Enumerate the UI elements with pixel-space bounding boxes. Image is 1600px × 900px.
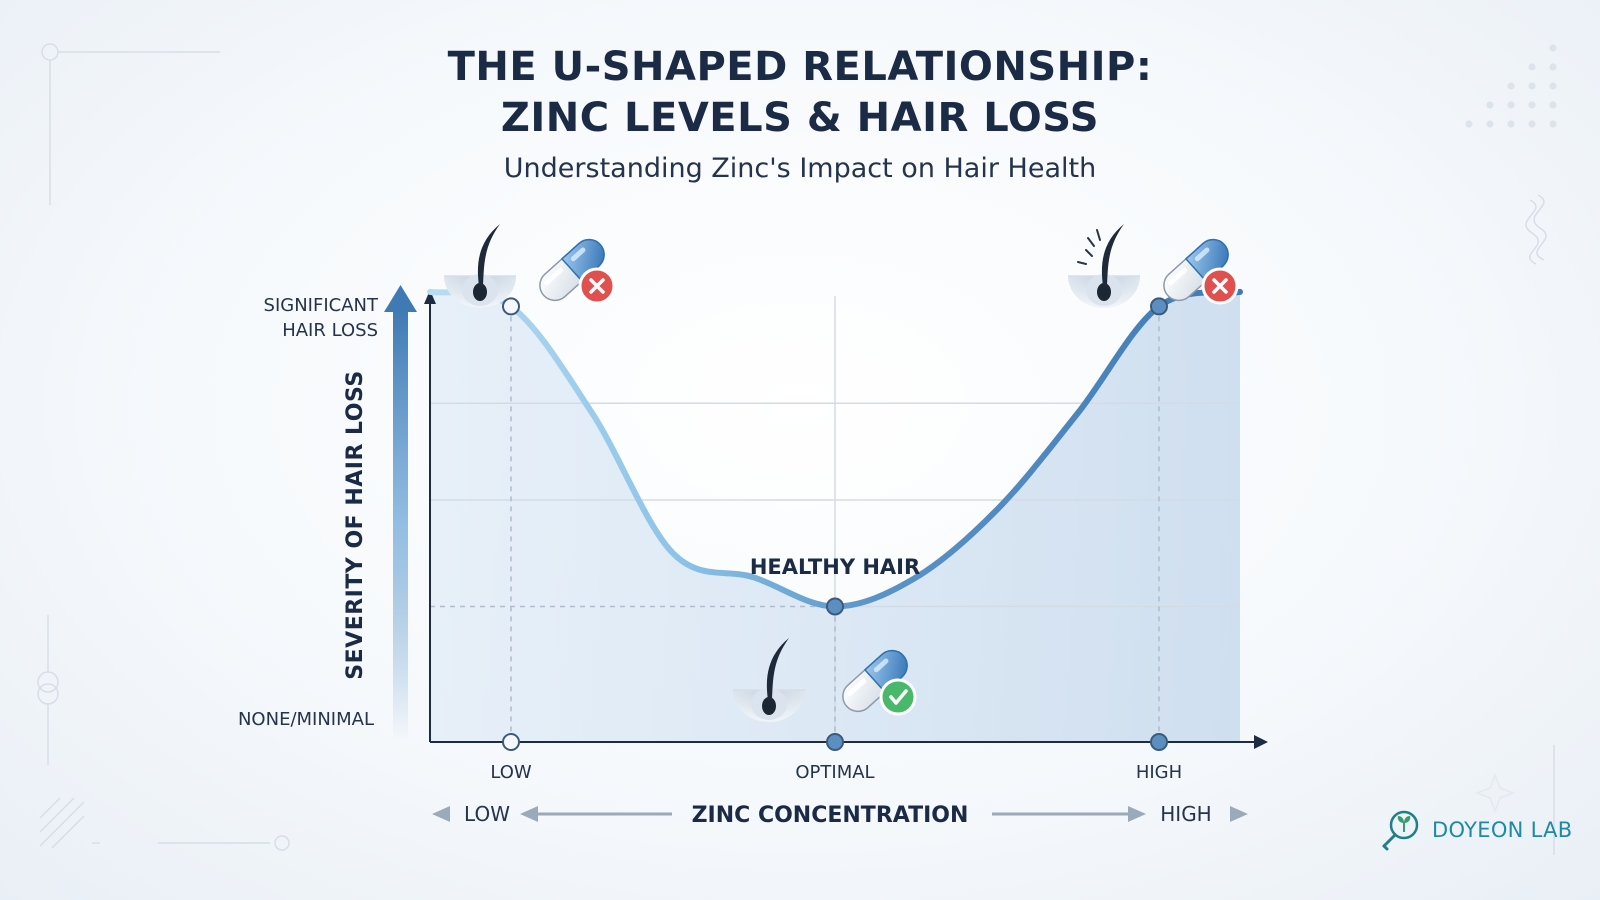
x-tick-label-high: HIGH xyxy=(1136,762,1182,783)
y-tick-label-top-line1: SIGNIFICANT HAIR LOSS xyxy=(264,295,379,341)
brand-logo: DOYEON LAB xyxy=(1378,808,1573,852)
x-direction-high: HIGH xyxy=(1160,802,1211,826)
curve-marker-excess xyxy=(1150,297,1168,316)
low-zinc-icons xyxy=(443,223,616,309)
error-x-icon xyxy=(578,267,616,305)
leaf-magnifier-icon xyxy=(1382,810,1419,851)
severity-arrow xyxy=(384,285,417,740)
page-subtitle: Understanding Zinc's Impact on Hair Heal… xyxy=(503,153,1097,184)
y-tick-label-bottom: NONE/MINIMAL xyxy=(238,709,374,730)
curve-marker-optimal xyxy=(826,597,844,616)
x-tick-markers xyxy=(502,733,1168,751)
right-arrow-icon xyxy=(1128,806,1146,822)
decor-left-frame xyxy=(37,43,290,851)
page-title-line1: THE U-SHAPED RELATIONSHIP: xyxy=(447,44,1153,90)
curve-area-fill xyxy=(430,291,1240,742)
x-direction-low: LOW xyxy=(464,802,510,826)
page-title-line2: ZINC LEVELS & HAIR LOSS xyxy=(500,95,1100,141)
success-check-icon xyxy=(879,678,917,716)
y-axis-arrowhead xyxy=(424,290,436,304)
x-direction-row: LOW ZINC CONCENTRATION HIGH xyxy=(432,802,1248,828)
x-axis-arrowhead xyxy=(1254,735,1268,749)
left-arrow-icon xyxy=(432,806,450,822)
error-x-icon xyxy=(1201,267,1239,305)
y-axis-label: SEVERITY OF HAIR LOSS xyxy=(343,370,368,679)
curve-markers xyxy=(502,297,1168,616)
right-arrow-icon xyxy=(1230,806,1248,822)
hair-follicle-shedding-icon xyxy=(1068,224,1140,308)
healthy-hair-annotation: HEALTHY HAIR xyxy=(750,555,920,579)
decor-right-dots xyxy=(1465,44,1557,128)
optimal-zinc-icons xyxy=(732,637,917,723)
left-arrow-icon xyxy=(520,806,538,822)
x-tick-label-low: LOW xyxy=(490,762,532,783)
x-tick-marker xyxy=(1150,733,1168,751)
x-axis-label: ZINC CONCENTRATION xyxy=(692,803,969,828)
decor-right-lines xyxy=(1474,194,1555,855)
high-zinc-icons xyxy=(1068,224,1239,308)
x-tick-labels: LOW OPTIMAL HIGH xyxy=(490,762,1182,783)
x-tick-marker xyxy=(826,733,844,751)
curve-marker-deficient xyxy=(502,297,520,316)
brand-name: DOYEON LAB xyxy=(1432,818,1573,842)
marker-guide-lines xyxy=(430,306,1240,742)
x-tick-label-optimal: OPTIMAL xyxy=(795,762,874,783)
x-tick-marker xyxy=(502,733,520,751)
hair-follicle-icon xyxy=(443,223,517,309)
